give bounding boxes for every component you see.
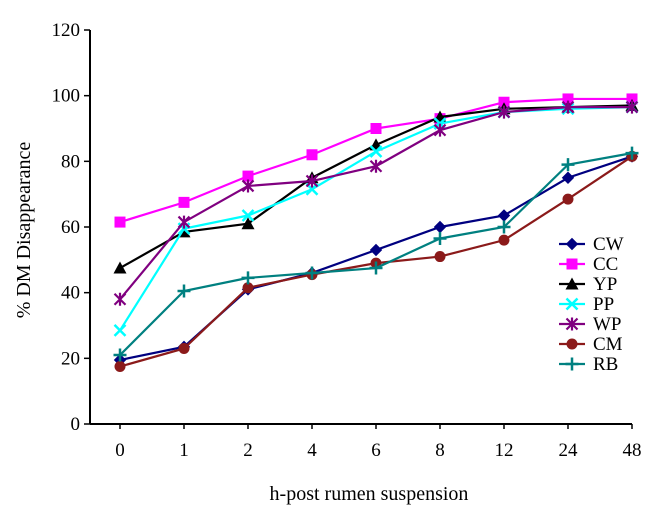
- legend-entry-pp: PP: [559, 294, 614, 315]
- series-wp: [113, 100, 639, 306]
- data-point: [241, 179, 255, 193]
- data-point: [305, 174, 319, 188]
- legend-marker: [565, 297, 579, 311]
- data-point: [561, 158, 575, 172]
- x-tick-label: 8: [435, 440, 445, 461]
- y-tick-label: 120: [52, 20, 81, 41]
- data-point: [113, 348, 127, 362]
- legend-entry-rb: RB: [559, 354, 618, 375]
- data-point: [562, 193, 574, 205]
- data-point: [561, 100, 575, 114]
- y-axis-title: % DM Disappearance: [13, 142, 35, 319]
- legend-marker: [565, 357, 579, 371]
- data-point: [369, 243, 383, 257]
- data-point: [370, 123, 382, 134]
- legend-label: PP: [593, 294, 614, 315]
- data-point: [242, 170, 254, 182]
- y-tick-label: 100: [52, 86, 81, 107]
- legend-label: RB: [593, 354, 618, 375]
- data-point: [433, 220, 447, 234]
- x-axis-title: h-post rumen suspension: [270, 483, 469, 505]
- data-point: [306, 149, 318, 161]
- legend-label: CC: [593, 254, 618, 275]
- data-point: [369, 261, 383, 275]
- data-point: [562, 93, 574, 105]
- data-point: [434, 251, 446, 263]
- data-point: [113, 292, 127, 306]
- y-tick-label: 60: [61, 217, 80, 238]
- legend-marker: [565, 237, 579, 251]
- y-tick-label: 40: [61, 283, 80, 304]
- legend-marker: [565, 277, 579, 290]
- data-point: [241, 271, 255, 285]
- data-point: [497, 209, 511, 222]
- x-tick-label: 24: [559, 440, 579, 461]
- legend-marker: [566, 258, 578, 270]
- legend-entry-yp: YP: [559, 274, 617, 295]
- legend-entry-cw: CW: [559, 234, 624, 255]
- legend-label: CW: [593, 234, 624, 255]
- data-point: [178, 342, 190, 354]
- legend-marker: [565, 317, 579, 331]
- data-point: [114, 361, 126, 373]
- data-point: [625, 146, 639, 160]
- y-tick-label: 0: [71, 414, 81, 435]
- data-point: [625, 100, 639, 114]
- data-point: [561, 171, 575, 184]
- data-point: [241, 217, 255, 230]
- x-tick-label: 4: [307, 440, 317, 461]
- data-point: [113, 261, 127, 274]
- legend-marker: [566, 338, 578, 350]
- data-point: [497, 105, 511, 119]
- legend-entry-cm: CM: [559, 334, 623, 355]
- data-point: [241, 209, 255, 222]
- data-point: [498, 234, 510, 246]
- data-point: [497, 220, 511, 234]
- legend-entry-wp: WP: [559, 314, 622, 335]
- data-point: [177, 284, 191, 298]
- data-point: [113, 324, 127, 337]
- data-point: [498, 96, 510, 108]
- x-tick-label: 48: [623, 440, 642, 461]
- data-point: [177, 215, 191, 229]
- legend-label: CM: [593, 334, 623, 355]
- data-point: [433, 231, 447, 245]
- data-point: [305, 266, 319, 280]
- data-point: [626, 93, 638, 105]
- legend-entry-cc: CC: [559, 254, 618, 275]
- data-point: [178, 196, 190, 208]
- data-point: [369, 145, 383, 158]
- x-tick-label: 1: [179, 440, 189, 461]
- y-tick-label: 80: [61, 151, 80, 172]
- y-tick-label: 20: [61, 348, 80, 369]
- data-point: [433, 123, 447, 137]
- x-tick-label: 0: [115, 440, 125, 461]
- series-layer: [113, 93, 639, 373]
- series-pp: [113, 100, 639, 337]
- data-point: [114, 216, 126, 228]
- data-point: [369, 159, 383, 173]
- x-tick-label: 12: [495, 440, 514, 461]
- x-tick-label: 2: [243, 440, 253, 461]
- data-point: [242, 282, 254, 294]
- legend-label: WP: [593, 314, 622, 335]
- x-tick-label: 6: [371, 440, 381, 461]
- series-rb: [113, 146, 639, 362]
- legend-label: YP: [593, 274, 617, 295]
